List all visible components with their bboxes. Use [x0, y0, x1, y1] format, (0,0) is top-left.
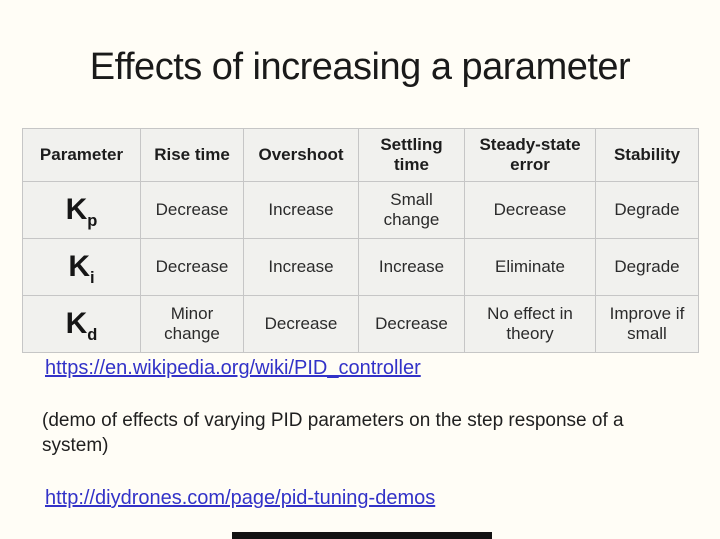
table-row-kd: Kd Minor change Decrease Decrease No eff…	[22, 295, 699, 353]
cell-kp-rise-time: Decrease	[140, 181, 244, 239]
column-header-stability: Stability	[595, 128, 699, 182]
column-header-steady-state-error: Steady-state error	[464, 128, 596, 182]
cell-kp-stability: Degrade	[595, 181, 699, 239]
param-subscript: d	[87, 326, 98, 345]
cell-kd-rise-time: Minor change	[140, 295, 244, 353]
cell-kd-steady-state-error: No effect in theory	[464, 295, 596, 353]
table-header-row: Parameter Rise time Overshoot Settling t…	[22, 128, 699, 182]
param-symbol: K	[65, 307, 88, 341]
param-symbol: K	[68, 250, 91, 284]
cell-ki-stability: Degrade	[595, 238, 699, 296]
cell-ki-overshoot: Increase	[243, 238, 359, 296]
cell-ki-settling-time: Increase	[358, 238, 465, 296]
param-cell-ki: Ki	[22, 238, 141, 296]
table-row-ki: Ki Decrease Increase Increase Eliminate …	[22, 238, 699, 296]
cell-kd-overshoot: Decrease	[243, 295, 359, 353]
param-subscript: p	[87, 212, 98, 231]
cell-kd-stability: Improve if small	[595, 295, 699, 353]
cell-ki-rise-time: Decrease	[140, 238, 244, 296]
table-row-kp: Kp Decrease Increase Small change Decrea…	[22, 181, 699, 239]
wikipedia-pid-link[interactable]: https://en.wikipedia.org/wiki/PID_contro…	[45, 357, 421, 379]
param-cell-kp: Kp	[22, 181, 141, 239]
demo-note: (demo of effects of varying PID paramete…	[42, 410, 624, 457]
diydrones-tuning-link[interactable]: http://diydrones.com/page/pid-tuning-dem…	[45, 487, 436, 509]
column-header-rise-time: Rise time	[140, 128, 244, 182]
param-subscript: i	[90, 269, 95, 288]
column-header-settling-time: Settling time	[358, 128, 465, 182]
cell-kp-overshoot: Increase	[243, 181, 359, 239]
cell-kd-settling-time: Decrease	[358, 295, 465, 353]
pid-effects-table: Parameter Rise time Overshoot Settling t…	[22, 128, 699, 353]
param-cell-kd: Kd	[22, 295, 141, 353]
cell-ki-steady-state-error: Eliminate	[464, 238, 596, 296]
column-header-overshoot: Overshoot	[243, 128, 359, 182]
param-symbol: K	[65, 193, 88, 227]
cell-kp-settling-time: Small change	[358, 181, 465, 239]
page-title: Effects of increasing a parameter	[89, 46, 631, 88]
bottom-bar	[232, 532, 492, 539]
cell-kp-steady-state-error: Decrease	[464, 181, 596, 239]
column-header-parameter: Parameter	[22, 128, 141, 182]
